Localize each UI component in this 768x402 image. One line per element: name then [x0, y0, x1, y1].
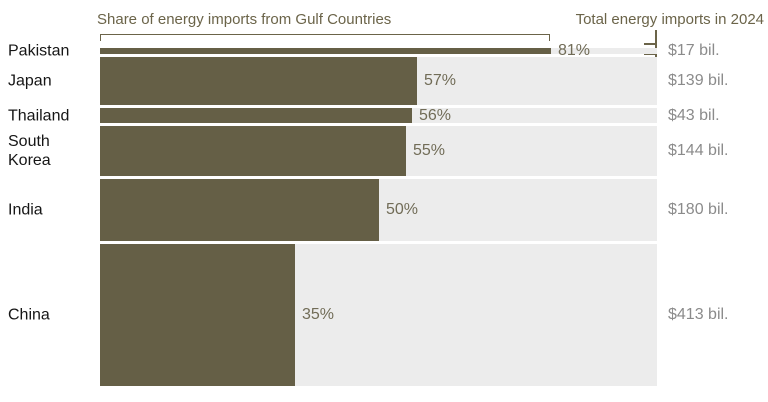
total-value-label: $144 bil. — [668, 142, 729, 159]
gulf-share-bar — [100, 179, 379, 241]
total-value-label: $139 bil. — [668, 72, 729, 89]
total-value-label: $17 bil. — [668, 42, 720, 59]
share-percent-label: 55% — [413, 142, 446, 159]
total-value-label: $43 bil. — [668, 106, 720, 124]
chart-row: India 50% $180 bil. — [0, 179, 768, 241]
total-value-label: $413 bil. — [668, 306, 729, 323]
country-label: Pakistan — [8, 42, 70, 60]
chart-row: Thailand 56% $43 bil. — [0, 106, 768, 125]
country-label: Japan — [8, 72, 52, 90]
country-label: China — [8, 306, 50, 324]
country-label: South Korea — [8, 133, 51, 169]
total-value-label: $180 bil. — [668, 201, 729, 218]
share-percent-label: 35% — [302, 306, 335, 323]
share-percent-label: 57% — [424, 72, 457, 89]
chart-row: South Korea 55% $144 bil. — [0, 126, 768, 176]
gulf-share-bar — [100, 48, 551, 54]
country-label: India — [8, 201, 43, 219]
total-bracket-bottom-tick — [644, 53, 656, 55]
total-bracket-line — [655, 30, 657, 57]
header-share-label: Share of energy imports from Gulf Countr… — [97, 11, 392, 28]
header-total-label: Total energy imports in 2024 — [575, 11, 764, 28]
gulf-share-bar — [100, 126, 406, 176]
country-label: Thailand — [8, 107, 70, 124]
gulf-share-bar — [100, 108, 412, 123]
chart-rows: Pakistan 81% $17 bil. Japan 57% $139 bil. Thai… — [0, 42, 768, 389]
share-percent-label: 56% — [419, 106, 452, 124]
share-percent-label: 81% — [558, 42, 591, 59]
share-width-bracket — [100, 34, 550, 41]
chart-row: China 35% $413 bil. — [0, 244, 768, 386]
chart-row: Pakistan 81% $17 bil. — [0, 42, 768, 60]
gulf-share-bar — [100, 57, 417, 105]
gulf-share-bar — [100, 244, 295, 386]
chart-row: Japan 57% $139 bil. — [0, 57, 768, 105]
total-bracket-top-tick — [644, 43, 656, 45]
share-percent-label: 50% — [386, 201, 419, 218]
